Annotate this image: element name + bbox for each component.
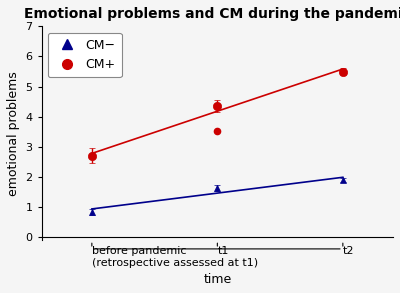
Legend: CM−, CM+: CM−, CM+ (48, 33, 122, 77)
Title: Emotional problems and CM during the pandemic: Emotional problems and CM during the pan… (24, 7, 400, 21)
X-axis label: time: time (203, 273, 232, 286)
Y-axis label: emotional problems: emotional problems (7, 71, 20, 196)
